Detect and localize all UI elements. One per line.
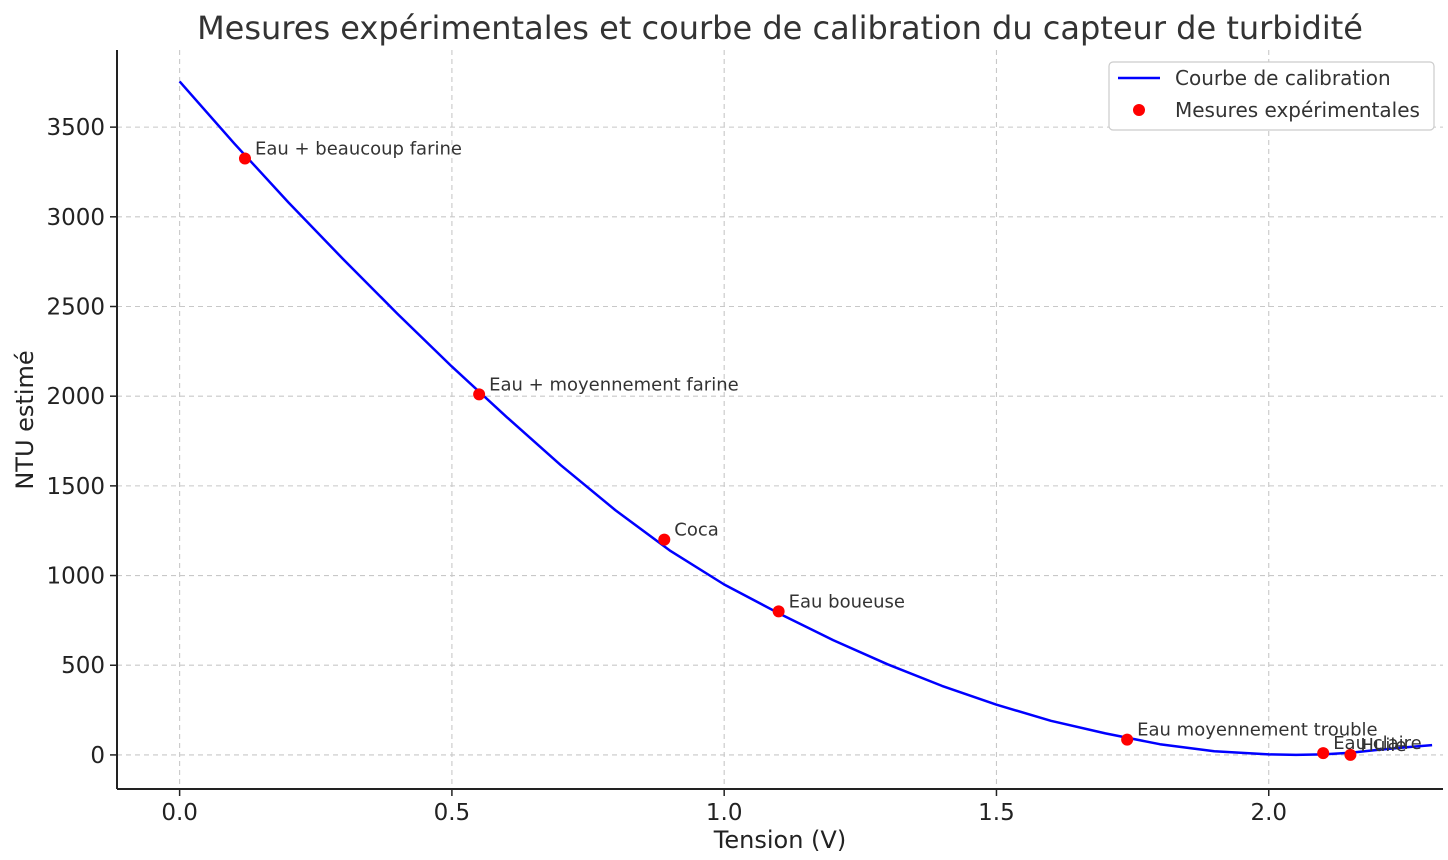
legend-entry-calibration: Courbe de calibration: [1175, 66, 1391, 90]
measurement-point: [772, 605, 785, 618]
y-axis-label: NTU estimé: [11, 350, 39, 489]
series-layer: [178, 80, 1433, 761]
legend-marker-swatch: [1133, 104, 1145, 116]
measurement-point: [238, 152, 251, 165]
measurement-label: Eau + moyennement farine: [489, 374, 739, 395]
tick-labels-layer: 0.0 0.5 1.0 1.5 2.0 0 500 1000 1500 2000 2500 3000 3…: [46, 115, 1287, 826]
measurement-label: Eau moyennement trouble: [1137, 720, 1377, 741]
y-tick-label: 1500: [46, 474, 105, 500]
measurement-point: [1317, 747, 1330, 760]
x-tick-label: 1.5: [978, 800, 1015, 826]
measurement-point: [1121, 733, 1134, 746]
x-tick-label: 2.0: [1250, 800, 1287, 826]
measurement-label: Eau + beaucoup farine: [255, 139, 462, 160]
axes-layer: [110, 50, 1443, 796]
measurement-label: Huile: [1360, 735, 1406, 756]
measurement-label: Coca: [674, 520, 719, 541]
measurement-label: Eau boueuse: [789, 591, 905, 612]
measurement-point: [473, 388, 486, 401]
x-axis-label: Tension (V): [713, 826, 846, 854]
measurement-label: Eau claire: [1333, 733, 1422, 754]
annotation-layer: Eau + beaucoup farine Eau + moyennement f…: [255, 139, 1422, 756]
y-tick-label: 3500: [46, 115, 105, 141]
y-tick-label: 2000: [46, 384, 105, 410]
y-tick-label: 500: [61, 653, 105, 679]
y-tick-label: 0: [90, 743, 105, 769]
y-tick-label: 1000: [46, 564, 105, 590]
y-tick-label: 3000: [46, 205, 105, 231]
legend-entry-measures: Mesures expérimentales: [1175, 98, 1420, 122]
legend: Courbe de calibration Mesures expériment…: [1108, 61, 1435, 131]
x-tick-label: 1.0: [706, 800, 743, 826]
x-tick-label: 0.5: [434, 800, 471, 826]
legend-box: [1108, 61, 1435, 131]
calibration-curve: [178, 80, 1433, 757]
measurement-point: [1344, 748, 1357, 761]
y-tick-label: 2500: [46, 294, 105, 320]
chart-title: Mesures expérimentales et courbe de cali…: [197, 9, 1363, 47]
measurement-point: [658, 533, 671, 546]
grid-layer: [117, 50, 1443, 789]
x-tick-label: 0.0: [161, 800, 198, 826]
